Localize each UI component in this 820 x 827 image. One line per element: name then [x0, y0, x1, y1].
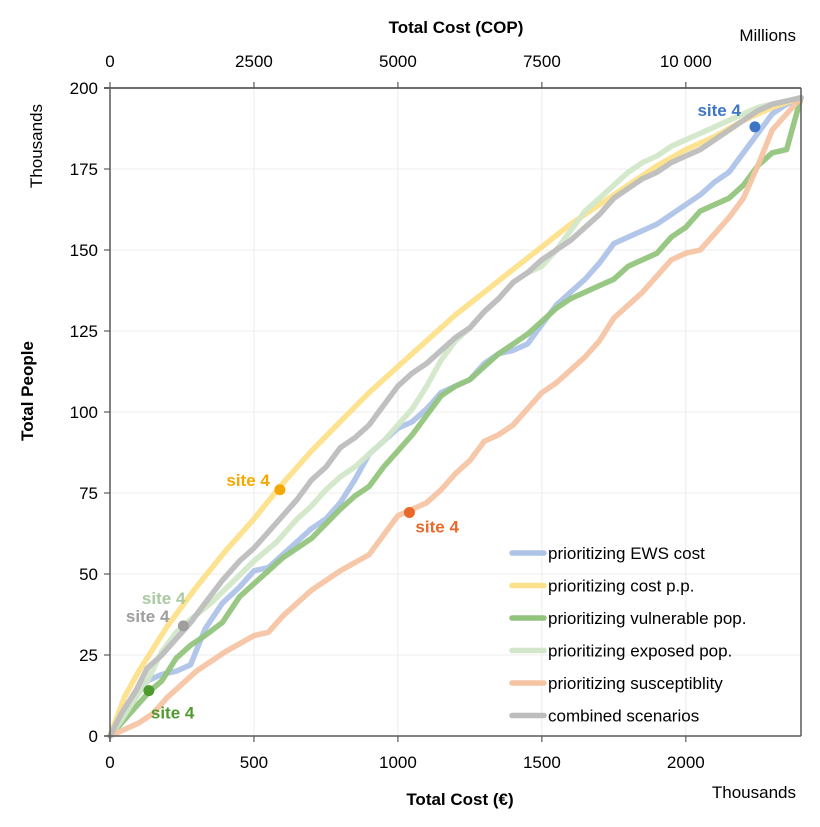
y-tick-label: 100 — [70, 403, 98, 422]
site-marker-5 — [177, 620, 189, 632]
site-marker-1 — [274, 484, 286, 496]
x-axis-title: Total Cost (€) — [406, 790, 513, 809]
series-line-3 — [107, 94, 804, 739]
legend: prioritizing EWS cost prioritizing cost p… — [509, 544, 746, 726]
x2-tick-label: 2500 — [235, 52, 273, 71]
y-axis-unit: Thousands — [27, 104, 46, 188]
x2-tick-label: 7500 — [523, 52, 561, 71]
legend-label-2: prioritizing vulnerable pop. — [548, 609, 746, 628]
legend-label-0: prioritizing EWS cost — [548, 544, 705, 563]
y-tick-label: 200 — [70, 79, 98, 98]
series-line-5 — [107, 94, 804, 739]
y-axis-title: Total People — [18, 341, 37, 441]
y-tick-label: 175 — [70, 160, 98, 179]
x-tick-label: 1500 — [523, 753, 561, 772]
y-tick-label: 0 — [89, 727, 98, 746]
site-label-2: site 4 — [151, 704, 195, 723]
x-axis-unit: Thousands — [712, 783, 796, 802]
y-tick-label: 25 — [79, 646, 98, 665]
site-label-1: site 4 — [226, 471, 270, 490]
series-line-4 — [107, 94, 804, 739]
legend-label-4: prioritizing susceptiblity — [548, 674, 723, 693]
site-label-4: site 4 — [415, 517, 459, 536]
y-tick-label: 125 — [70, 322, 98, 341]
site-marker-0 — [749, 121, 761, 133]
x-tick-label: 2000 — [667, 753, 705, 772]
x2-axis-unit: Millions — [739, 26, 796, 45]
legend-label-1: prioritizing cost p.p. — [548, 577, 694, 596]
site-label-5: site 4 — [126, 607, 170, 626]
y-tick-label: 75 — [79, 484, 98, 503]
site-label-3: site 4 — [142, 589, 186, 608]
series-lines — [107, 94, 804, 739]
site-label-0: site 4 — [697, 101, 741, 120]
x-tick-label: 1000 — [379, 753, 417, 772]
x2-tick-label: 0 — [105, 52, 114, 71]
x-tick-label: 500 — [240, 753, 268, 772]
series-line-2 — [107, 94, 804, 739]
gridlines — [110, 88, 801, 736]
x-tick-label: 0 — [105, 753, 114, 772]
x2-tick-label: 5000 — [379, 52, 417, 71]
series-line-0 — [107, 94, 804, 739]
y-tick-label: 150 — [70, 241, 98, 260]
x2-axis-title: Total Cost (COP) — [389, 18, 524, 37]
legend-label-3: prioritizing exposed pop. — [548, 642, 732, 661]
x2-tick-label: 10 000 — [660, 52, 712, 71]
series-line-1 — [107, 94, 804, 739]
site-marker-4 — [403, 506, 415, 518]
legend-label-5: combined scenarios — [548, 707, 699, 726]
axes — [104, 82, 802, 742]
site-marker-2 — [143, 685, 155, 697]
y-tick-label: 50 — [79, 565, 98, 584]
